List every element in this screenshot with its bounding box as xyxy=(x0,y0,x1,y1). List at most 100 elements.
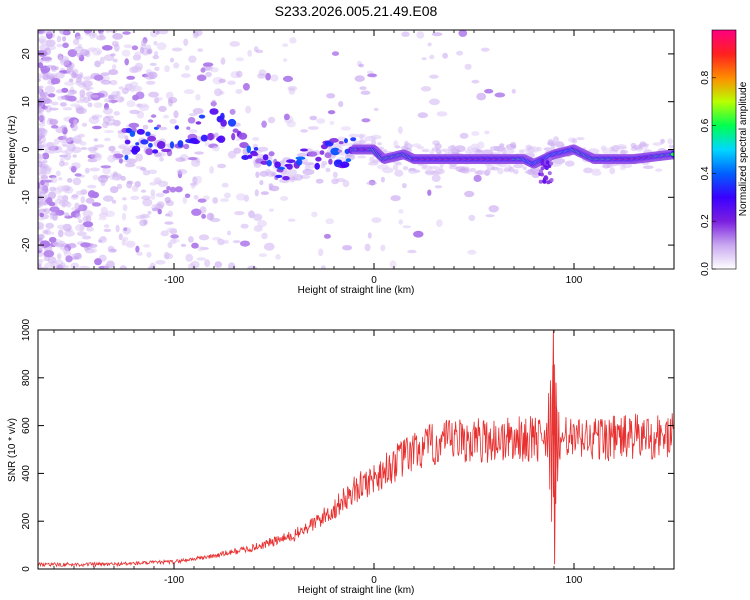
spectrogram-cell xyxy=(102,166,111,175)
spectrogram-cell xyxy=(287,85,298,91)
spectrogram-cell xyxy=(49,206,60,213)
spectrogram-cell xyxy=(220,112,225,121)
spectrogram-cell xyxy=(252,136,260,141)
spectrogram-cell xyxy=(118,86,124,90)
spectrogram-cell xyxy=(108,94,118,100)
spectrogram-cell xyxy=(255,49,264,54)
spectrogram-cell xyxy=(234,211,245,216)
spectrogram-cell xyxy=(434,185,443,189)
spectrogram-cell xyxy=(292,174,304,181)
spectrogram-cell xyxy=(62,195,69,202)
spectrogram-cell xyxy=(369,156,375,163)
spectrogram-cell xyxy=(358,63,364,68)
snr-y-tick-label: 0 xyxy=(21,566,32,572)
spectrogram-cell xyxy=(470,143,480,150)
spectrogram-cell xyxy=(46,142,57,150)
spectrogram-cell xyxy=(160,230,169,237)
spectrogram-cell xyxy=(354,75,365,82)
spectrogram-cell xyxy=(145,131,151,137)
figure-title: S233.2026.005.21.49.E08 xyxy=(275,3,438,19)
spectrogram-cell xyxy=(555,141,565,148)
spectrogram-cell xyxy=(57,52,63,61)
spectrogram-cell xyxy=(398,126,403,134)
spectrogram-cell xyxy=(468,150,480,156)
spectrogram-cell xyxy=(61,201,67,208)
spectrogram-cell xyxy=(164,196,171,204)
spectrogram-cell xyxy=(257,146,269,152)
spectrogram-cell xyxy=(431,32,443,37)
spectrogram-cell xyxy=(442,52,448,59)
spectrogram-cell xyxy=(173,110,179,119)
spectrogram-cell xyxy=(471,131,480,136)
spectrogram-cell xyxy=(204,141,210,146)
spectrogram-cell xyxy=(235,57,244,62)
spectrogram-cell xyxy=(337,136,347,140)
spectrogram-cell xyxy=(525,144,533,151)
spectrogram-cell xyxy=(339,151,347,156)
spectrogram-cell xyxy=(197,48,204,52)
spectrogram-cell xyxy=(282,176,290,181)
spectrogram-cell xyxy=(38,94,48,102)
spectrogram-cell xyxy=(48,231,55,235)
spectrogram-cell xyxy=(300,129,308,133)
spectrogram-cell xyxy=(48,191,57,199)
spectrogram-cell xyxy=(51,125,59,129)
spectrogram-cell xyxy=(204,259,211,268)
spectrogram-cell xyxy=(63,153,72,161)
spectrogram-cell xyxy=(245,105,252,114)
spectrogram-cell xyxy=(124,154,129,161)
spectrogram-cell xyxy=(123,44,132,49)
spectrogram-cell xyxy=(104,130,115,134)
spectrogram-cell xyxy=(241,155,250,160)
spectrogram-cell xyxy=(275,174,283,178)
spectrogram-cell xyxy=(112,33,123,40)
spectrogram-cell xyxy=(540,172,544,177)
spectrogram-cell xyxy=(149,62,157,66)
spectrogram-cell xyxy=(72,154,77,158)
spectrogram-cell xyxy=(70,137,82,142)
spectrogram-cell xyxy=(187,117,196,124)
spectrogram-cell xyxy=(484,88,494,94)
spectrogram-cell xyxy=(103,228,112,233)
spectrogram-cell xyxy=(122,227,132,235)
spectrogram-cell xyxy=(456,50,464,56)
spectrogram-cell xyxy=(61,87,69,93)
spectrogram-cell xyxy=(54,198,62,205)
spectrogram-cell xyxy=(286,163,293,170)
spectrogram-cell xyxy=(93,144,99,151)
colorbar-frame xyxy=(711,29,737,270)
spectrogram-cell xyxy=(156,201,165,209)
spectrogram-cell xyxy=(44,262,56,269)
spectrogram-cell xyxy=(103,98,112,103)
spectrogram-cell xyxy=(428,98,440,106)
spectrogram-cell xyxy=(258,253,268,258)
spectrogram-cell xyxy=(185,253,194,262)
spectrogram-cell xyxy=(549,161,554,166)
spectrogram-cell xyxy=(433,168,445,175)
spectrogram-cell xyxy=(382,149,388,153)
spectrogram-cell xyxy=(205,71,213,78)
spectrogram-cell xyxy=(101,45,113,51)
spectrogram-cell xyxy=(325,218,335,225)
spectrogram-cell xyxy=(49,148,57,154)
spectrogram-cell xyxy=(513,169,519,175)
spectrogram-cell xyxy=(357,133,366,138)
spectrogram-cell xyxy=(38,62,44,69)
spectrogram-cell xyxy=(38,160,43,168)
spectrogram-cell xyxy=(191,242,199,249)
spectrogram-cell xyxy=(615,146,627,150)
spectrogram-cell xyxy=(295,156,306,160)
spectrogram-cell xyxy=(247,154,253,159)
spectrogram-cell xyxy=(70,166,77,173)
spectrogram-cell xyxy=(42,30,53,35)
spectrogram-cell xyxy=(43,249,55,258)
spectrogram-cell xyxy=(268,151,275,157)
spectrogram-cell xyxy=(121,239,126,246)
spectrogram-cell xyxy=(191,208,202,216)
spectrogram-cell xyxy=(196,74,207,82)
spectrogram-cell xyxy=(109,79,118,86)
spectrogram-cell xyxy=(140,189,147,193)
spectrogram-cell xyxy=(83,76,93,80)
spectrogram-cell xyxy=(91,47,103,56)
spectrogram-cell xyxy=(670,152,674,157)
